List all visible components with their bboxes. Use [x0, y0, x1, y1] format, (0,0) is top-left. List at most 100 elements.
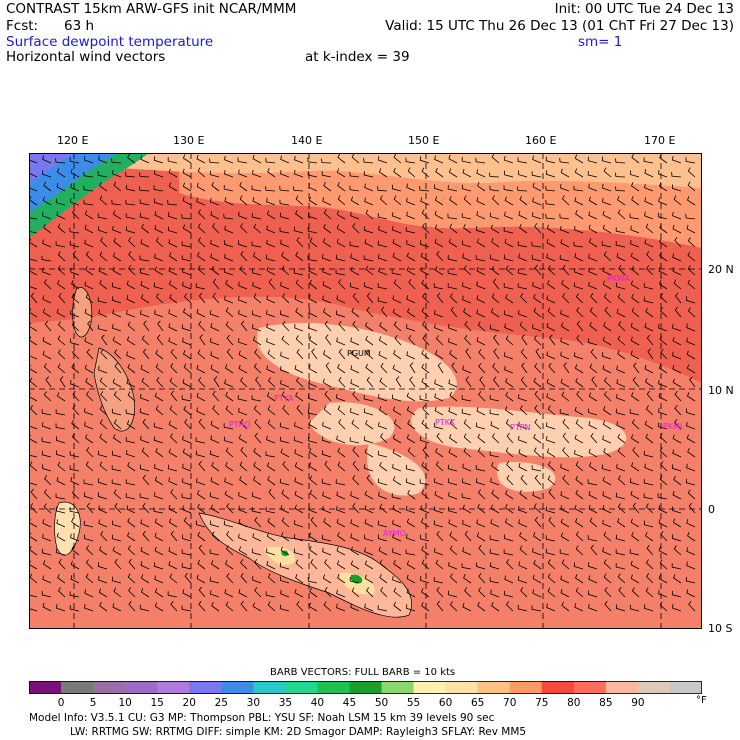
wind-barb: [266, 266, 276, 276]
wind-barb: [71, 293, 80, 304]
wind-barb: [101, 334, 108, 346]
wind-barb: [378, 350, 388, 360]
wind-barb: [307, 436, 318, 444]
wind-barb: [615, 563, 626, 570]
station-pkwa: PKWA: [607, 274, 630, 283]
wind-barb: [181, 562, 192, 570]
wind-barb: [587, 590, 598, 598]
wind-barb: [463, 574, 472, 584]
wind-barb: [491, 602, 500, 612]
wind-barb: [267, 405, 276, 416]
wind-barb: [139, 212, 150, 220]
wind-barb: [548, 516, 556, 528]
wind-barb: [447, 269, 458, 276]
wind-barb: [43, 181, 52, 192]
wind-barb: [154, 392, 164, 402]
wind-barb: [85, 559, 94, 570]
wind-barb: [686, 337, 696, 346]
wind-barb: [224, 477, 234, 486]
wind-barb: [617, 447, 626, 458]
wind-barb: [170, 363, 178, 374]
wind-barb: [421, 461, 430, 472]
wind-barb: [587, 535, 598, 542]
wind-barb: [43, 279, 52, 290]
wind-barb: [615, 408, 626, 416]
wind-barb: [643, 283, 654, 290]
wind-barb: [295, 574, 304, 584]
wind-barb: [420, 197, 430, 206]
wind-barb: [252, 281, 262, 290]
wind-barb: [630, 336, 640, 346]
wind-barb: [687, 489, 696, 500]
wind-barb: [181, 549, 192, 556]
wind-barb: [518, 462, 528, 472]
wind-barb: [83, 492, 94, 500]
wind-barb: [182, 224, 192, 234]
wind-barb: [574, 449, 584, 458]
wind-barb: [378, 421, 388, 430]
wind-barb: [602, 280, 612, 290]
wind-barb: [251, 395, 262, 402]
wind-barb: [588, 448, 598, 458]
wind-barb: [350, 546, 360, 556]
wind-barb: [254, 559, 262, 570]
wind-barb: [406, 406, 416, 416]
wind-barb: [139, 408, 150, 416]
wind-barb: [448, 448, 458, 458]
wind-barb: [392, 448, 402, 458]
wind-barb: [170, 488, 178, 500]
wind-barb: [434, 266, 444, 276]
wind-barb: [349, 282, 360, 290]
wind-barb: [618, 586, 626, 598]
wind-barb: [182, 182, 192, 192]
wind-barb: [350, 365, 360, 374]
wind-barb: [475, 464, 486, 472]
wind-barb: [84, 308, 94, 318]
wind-barb: [393, 559, 402, 570]
wind-barb: [366, 292, 374, 304]
wind-barb: [322, 574, 332, 584]
wind-barb: [380, 433, 388, 444]
wind-barb: [58, 292, 66, 304]
wind-barb: [588, 224, 598, 234]
wind-barb: [198, 377, 206, 388]
wind-barb: [477, 601, 486, 612]
wind-barb: [645, 223, 654, 234]
wind-barb: [392, 212, 402, 220]
wind-barb: [209, 549, 220, 556]
wind-barb: [393, 279, 402, 290]
wind-barb: [112, 225, 122, 234]
wind-barb: [517, 170, 528, 178]
wind-barb: [140, 546, 150, 556]
wind-barb: [140, 435, 150, 444]
wind-barb: [196, 364, 206, 374]
wind-barb: [57, 280, 66, 290]
wind-barb: [168, 518, 178, 528]
wind-barb: [363, 255, 374, 262]
wind-barb: [125, 479, 136, 486]
wind-barb: [617, 475, 626, 486]
wind-barb: [70, 575, 80, 584]
wind-barb: [267, 167, 276, 178]
wind-barb: [153, 198, 164, 206]
wind-barb: [434, 548, 444, 556]
wind-barb: [646, 251, 654, 262]
wind-barb: [210, 351, 220, 360]
wind-barb: [125, 213, 136, 220]
wind-barb: [209, 158, 220, 164]
wind-barb: [519, 224, 528, 234]
wind-barb: [601, 464, 612, 472]
wind-barb: [111, 534, 122, 542]
wind-barb: [254, 432, 262, 444]
wind-barb: [492, 376, 500, 388]
wind-barb: [407, 419, 416, 430]
lon-label-130e: 130 E: [173, 134, 205, 147]
wind-barb: [503, 185, 514, 192]
wind-barb: [517, 241, 528, 248]
wind-barb: [672, 490, 682, 500]
wind-barb: [434, 210, 444, 220]
wind-barb: [574, 253, 584, 262]
wind-barb: [169, 433, 178, 444]
wind-barb: [505, 378, 514, 388]
wind-barb: [240, 223, 248, 234]
